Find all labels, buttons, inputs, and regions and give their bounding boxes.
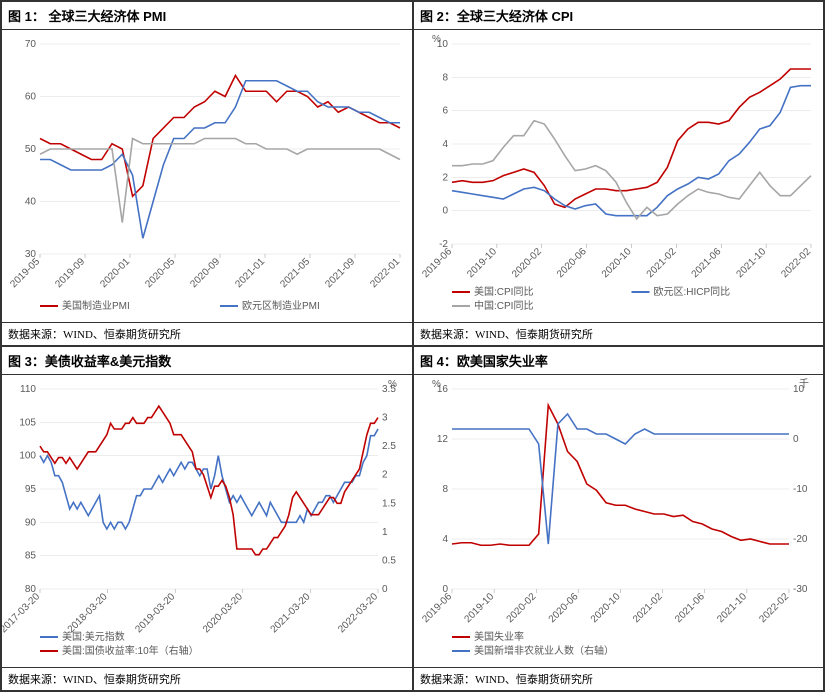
svg-text:6: 6 bbox=[442, 106, 448, 117]
chart-1-cell: 图 1： 全球三大经济体 PMI 30405060702019-052019-0… bbox=[1, 1, 413, 346]
svg-text:70: 70 bbox=[25, 39, 37, 50]
svg-text:90: 90 bbox=[25, 517, 37, 528]
svg-text:2020-10: 2020-10 bbox=[600, 246, 634, 280]
svg-text:2021-06: 2021-06 bbox=[690, 246, 724, 280]
svg-text:2020-01: 2020-01 bbox=[98, 256, 132, 290]
svg-text:-20: -20 bbox=[793, 534, 808, 545]
chart-2-title: 图 2：全球三大经济体 CPI bbox=[414, 2, 823, 30]
chart-3-source: 数据来源：WIND、恒泰期货研究所 bbox=[2, 667, 412, 690]
svg-text:0: 0 bbox=[793, 434, 799, 445]
svg-text:4: 4 bbox=[442, 534, 448, 545]
svg-text:2019-10: 2019-10 bbox=[463, 591, 497, 625]
svg-text:美国:美元指数: 美国:美元指数 bbox=[62, 630, 125, 643]
chart-4-area: 0481216-30-20-10010%千2019-062019-102020-… bbox=[414, 375, 823, 667]
svg-text:2020-06: 2020-06 bbox=[555, 246, 589, 280]
svg-text:2017-03-20: 2017-03-20 bbox=[2, 591, 42, 635]
svg-text:0: 0 bbox=[382, 584, 388, 595]
chart-4-source: 数据来源：WIND、恒泰期货研究所 bbox=[414, 667, 823, 690]
chart-2-source: 数据来源：WIND、恒泰期货研究所 bbox=[414, 322, 823, 345]
svg-text:40: 40 bbox=[25, 197, 37, 208]
svg-text:1.5: 1.5 bbox=[382, 498, 396, 509]
svg-text:2020-03-20: 2020-03-20 bbox=[201, 591, 245, 635]
svg-text:110: 110 bbox=[20, 384, 36, 395]
svg-text:2.5: 2.5 bbox=[382, 441, 396, 452]
svg-text:8: 8 bbox=[442, 72, 448, 83]
svg-text:2022-02: 2022-02 bbox=[779, 246, 813, 280]
svg-text:美国:CPI同比: 美国:CPI同比 bbox=[474, 285, 533, 298]
svg-text:欧元区:HICP同比: 欧元区:HICP同比 bbox=[654, 286, 731, 298]
svg-text:105: 105 bbox=[19, 417, 36, 428]
chart-1-title: 图 1： 全球三大经济体 PMI bbox=[2, 2, 412, 30]
chart-4-cell: 图 4：欧美国家失业率 0481216-30-20-10010%千2019-06… bbox=[413, 346, 824, 691]
chart-3-area: 8085909510010511000.511.522.533.5%2017-0… bbox=[2, 375, 412, 667]
svg-text:-30: -30 bbox=[793, 584, 808, 595]
svg-text:85: 85 bbox=[25, 551, 37, 562]
svg-text:2021-06: 2021-06 bbox=[673, 591, 707, 625]
svg-text:2020-06: 2020-06 bbox=[547, 591, 581, 625]
svg-text:美国失业率: 美国失业率 bbox=[474, 630, 524, 643]
chart-2-cell: 图 2：全球三大经济体 CPI -20246810%2019-062019-10… bbox=[413, 1, 824, 346]
svg-text:2021-02: 2021-02 bbox=[645, 246, 679, 280]
svg-text:2020-02: 2020-02 bbox=[510, 246, 544, 280]
svg-text:2021-05: 2021-05 bbox=[278, 256, 312, 290]
svg-text:%: % bbox=[432, 34, 441, 45]
svg-text:千: 千 bbox=[799, 378, 809, 390]
svg-text:4: 4 bbox=[442, 139, 448, 150]
svg-text:2020-09: 2020-09 bbox=[188, 256, 222, 290]
svg-text:50: 50 bbox=[25, 144, 37, 155]
chart-4-title: 图 4：欧美国家失业率 bbox=[414, 347, 823, 375]
svg-text:-10: -10 bbox=[793, 484, 808, 495]
svg-text:%: % bbox=[432, 379, 441, 390]
svg-text:2020-05: 2020-05 bbox=[143, 256, 177, 290]
svg-text:0: 0 bbox=[442, 206, 448, 217]
svg-text:2022-03-20: 2022-03-20 bbox=[336, 591, 380, 635]
svg-text:2022-02: 2022-02 bbox=[757, 591, 791, 625]
chart-3-title: 图 3：美债收益率&美元指数 bbox=[2, 347, 412, 375]
svg-text:2: 2 bbox=[442, 172, 448, 183]
svg-text:2019-05: 2019-05 bbox=[8, 256, 42, 290]
svg-text:欧元区制造业PMI: 欧元区制造业PMI bbox=[242, 299, 320, 312]
svg-text:2020-02: 2020-02 bbox=[505, 591, 539, 625]
chart-1-area: 30405060702019-052019-092020-012020-0520… bbox=[2, 30, 412, 322]
svg-text:美国新增非农就业人数（右轴）: 美国新增非农就业人数（右轴） bbox=[474, 644, 614, 657]
chart-1-source: 数据来源：WIND、恒泰期货研究所 bbox=[2, 322, 412, 345]
svg-text:2019-09: 2019-09 bbox=[53, 256, 87, 290]
svg-text:2019-06: 2019-06 bbox=[420, 591, 454, 625]
svg-text:12: 12 bbox=[437, 434, 449, 445]
svg-text:2021-01: 2021-01 bbox=[233, 256, 267, 290]
svg-text:2021-09: 2021-09 bbox=[323, 256, 357, 290]
svg-text:2019-10: 2019-10 bbox=[465, 246, 499, 280]
chart-grid: 图 1： 全球三大经济体 PMI 30405060702019-052019-0… bbox=[0, 0, 825, 692]
svg-text:1: 1 bbox=[382, 527, 388, 538]
svg-text:2022-01: 2022-01 bbox=[368, 256, 402, 290]
svg-text:3: 3 bbox=[382, 413, 388, 424]
svg-text:2021-03-20: 2021-03-20 bbox=[269, 591, 313, 635]
svg-text:美国制造业PMI: 美国制造业PMI bbox=[62, 299, 130, 312]
svg-text:2021-10: 2021-10 bbox=[715, 591, 749, 625]
chart-3-cell: 图 3：美债收益率&美元指数 8085909510010511000.511.5… bbox=[1, 346, 413, 691]
svg-text:2019-03-20: 2019-03-20 bbox=[133, 591, 177, 635]
svg-text:2019-06: 2019-06 bbox=[420, 246, 454, 280]
svg-text:8: 8 bbox=[442, 484, 448, 495]
svg-text:2: 2 bbox=[382, 470, 388, 481]
svg-text:2020-10: 2020-10 bbox=[589, 591, 623, 625]
svg-text:2021-10: 2021-10 bbox=[735, 246, 769, 280]
svg-text:60: 60 bbox=[25, 92, 37, 103]
svg-text:0.5: 0.5 bbox=[382, 555, 396, 566]
svg-text:中国:CPI同比: 中国:CPI同比 bbox=[474, 299, 533, 312]
svg-text:美国:国债收益率:10年（右轴）: 美国:国债收益率:10年（右轴） bbox=[62, 644, 199, 657]
svg-text:95: 95 bbox=[25, 484, 37, 495]
svg-text:%: % bbox=[388, 379, 397, 390]
chart-2-area: -20246810%2019-062019-102020-022020-0620… bbox=[414, 30, 823, 322]
svg-text:2021-02: 2021-02 bbox=[631, 591, 665, 625]
svg-text:100: 100 bbox=[19, 451, 36, 462]
svg-text:2018-03-20: 2018-03-20 bbox=[66, 591, 110, 635]
